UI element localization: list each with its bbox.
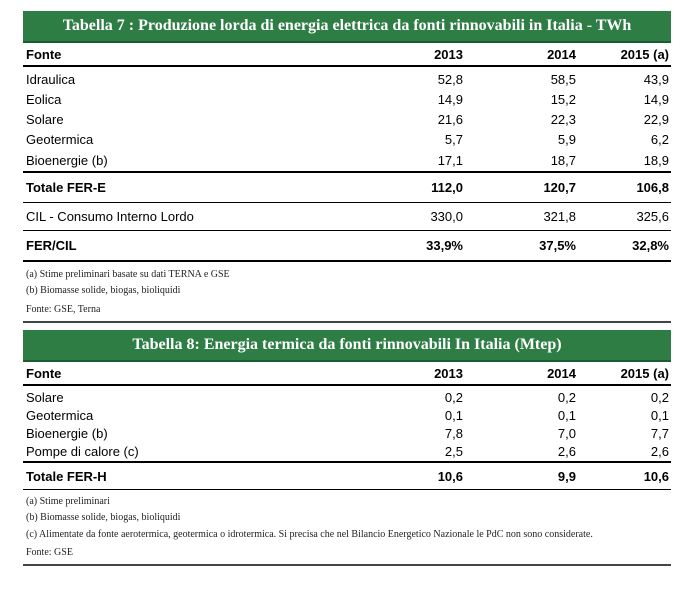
table-row: Pompe di calore (c) 2,5 2,6 2,6	[23, 442, 671, 463]
cell-value: 0,2	[650, 389, 669, 405]
cell-value: 21,6	[437, 111, 463, 127]
header-fonte: Fonte	[26, 46, 62, 62]
cell-value: 325,6	[636, 209, 669, 224]
note-c: (c) Alimentate da fonte aerotermica, geo…	[26, 529, 593, 540]
cell-value: 7,0	[557, 425, 576, 441]
row-label: Solare	[26, 389, 64, 405]
cell-value: 14,9	[643, 91, 669, 107]
cell-value: 18,9	[643, 152, 669, 168]
header-2014: 2014	[547, 365, 576, 381]
cell-value: 22,9	[643, 111, 669, 127]
header-2015: 2015 (a)	[620, 46, 669, 62]
cell-value: 7,8	[444, 425, 463, 441]
row-label: Solare	[26, 111, 64, 127]
row-label: Geotermica	[26, 131, 94, 147]
cell-value: 321,8	[543, 209, 576, 224]
row-label: Eolica	[26, 91, 62, 107]
cell-value: 2,6	[557, 444, 576, 459]
table-8: Tabella 8: Energia termica da fonti rinn…	[23, 330, 671, 566]
note-b: (b) Biomasse solide, biogas, bioliquidi	[26, 512, 181, 523]
table-7-title: Tabella 7 : Produzione lorda di energia …	[23, 11, 671, 43]
header-fonte: Fonte	[26, 365, 62, 381]
row-label: Bioenergie (b)	[26, 425, 108, 441]
row-label: CIL - Consumo Interno Lordo	[26, 209, 194, 224]
cell-value: 120,7	[543, 180, 576, 195]
cell-value: 0,2	[444, 389, 463, 405]
table-row: Idraulica 52,8 58,5 43,9	[23, 69, 671, 89]
note-a: (a) Stime preliminari basate su dati TER…	[26, 269, 230, 280]
table-row: Bioenergie (b) 7,8 7,0 7,7	[23, 424, 671, 442]
table-8-notes: (a) Stime preliminari (b) Biomasse solid…	[23, 490, 671, 566]
row-label: Totale FER-E	[26, 180, 106, 195]
cell-value: 112,0	[431, 180, 463, 195]
header-2013: 2013	[434, 46, 463, 62]
table-8-header-row: Fonte 2013 2014 2015 (a)	[23, 362, 671, 386]
cell-value: 0,1	[444, 407, 463, 423]
cell-value: 2,5	[444, 444, 463, 459]
cell-value: 15,2	[550, 91, 576, 107]
row-label: Idraulica	[26, 71, 76, 87]
cell-value: 2,6	[650, 444, 669, 459]
cell-value: 6,2	[650, 131, 669, 147]
cell-value: 17,1	[437, 152, 463, 168]
row-label: Bioenergie (b)	[26, 152, 108, 168]
table-7-header-row: Fonte 2013 2014 2015 (a)	[23, 43, 671, 67]
cell-value: 106,8	[636, 180, 669, 195]
source-note: Fonte: GSE, Terna	[26, 304, 101, 315]
cell-value: 330,0	[430, 209, 463, 224]
table-row: Geotermica 0,1 0,1 0,1	[23, 406, 671, 424]
source-note: Fonte: GSE	[26, 547, 73, 558]
table-row: Bioenergie (b) 17,1 18,7 18,9	[23, 149, 671, 173]
cell-value: 33,9%	[426, 238, 463, 253]
row-label: FER/CIL	[26, 238, 77, 253]
cell-value: 52,8	[437, 71, 463, 87]
cell-value: 58,5	[550, 71, 576, 87]
header-2015: 2015 (a)	[620, 365, 669, 381]
note-b: (b) Biomasse solide, biogas, bioliquidi	[26, 285, 181, 296]
note-a: (a) Stime preliminari	[26, 496, 110, 507]
fer-cil-row: FER/CIL 33,9% 37,5% 32,8%	[23, 231, 671, 262]
cell-value: 14,9	[437, 91, 463, 107]
cell-value: 18,7	[550, 152, 576, 168]
cell-value: 37,5%	[539, 238, 576, 253]
cell-value: 22,3	[550, 111, 576, 127]
cell-value: 0,1	[557, 407, 576, 423]
cell-value: 43,9	[643, 71, 669, 87]
row-label: Geotermica	[26, 407, 94, 423]
table-row: Eolica 14,9 15,2 14,9	[23, 89, 671, 109]
cell-value: 32,8%	[632, 238, 669, 253]
table-8-title: Tabella 8: Energia termica da fonti rinn…	[23, 330, 671, 362]
table-row: Solare 0,2 0,2 0,2	[23, 388, 671, 406]
cell-value: 9,9	[557, 468, 576, 484]
table-7: Tabella 7 : Produzione lorda di energia …	[23, 11, 671, 323]
header-2014: 2014	[547, 46, 576, 62]
row-label: Pompe di calore (c)	[26, 444, 139, 459]
table-row: Solare 21,6 22,3 22,9	[23, 109, 671, 129]
cell-value: 5,7	[444, 131, 463, 147]
cell-value: 5,9	[557, 131, 576, 147]
cell-value: 10,6	[437, 468, 463, 484]
row-label: Totale FER-H	[26, 468, 107, 484]
cell-value: 0,1	[650, 407, 669, 423]
cell-value: 10,6	[643, 468, 669, 484]
cil-row: CIL - Consumo Interno Lordo 330,0 321,8 …	[23, 203, 671, 231]
cell-value: 7,7	[650, 425, 669, 441]
table-7-notes: (a) Stime preliminari basate su dati TER…	[23, 262, 671, 323]
total-fer-h-row: Totale FER-H 10,6 9,9 10,6	[23, 463, 671, 490]
table-row: Geotermica 5,7 5,9 6,2	[23, 129, 671, 149]
cell-value: 0,2	[557, 389, 576, 405]
total-fer-e-row: Totale FER-E 112,0 120,7 106,8	[23, 173, 671, 203]
header-2013: 2013	[434, 365, 463, 381]
